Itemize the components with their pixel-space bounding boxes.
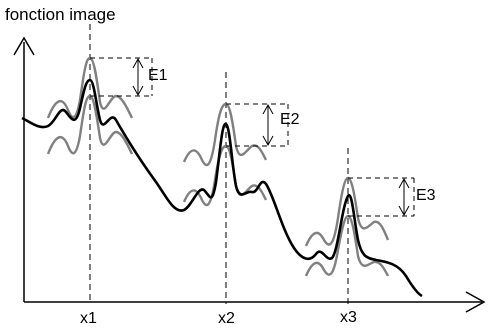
error-label-e1: E1 <box>148 67 168 84</box>
envelope-x3-lower <box>304 214 390 277</box>
e1-arrow-down <box>132 85 144 97</box>
e3-arrow-down <box>398 205 410 217</box>
error-bracket-e2 <box>226 103 289 147</box>
e2-arrow-up <box>262 103 274 115</box>
y-axis-label: fonction image <box>5 5 116 24</box>
envelope-x2-upper <box>182 102 268 167</box>
error-label-e3: E3 <box>416 187 436 204</box>
axes <box>13 36 486 313</box>
e1-arrow-up <box>132 57 144 69</box>
image-function-curve <box>21 78 423 298</box>
error-label-e2: E2 <box>280 111 300 128</box>
error-bracket-e1 <box>90 57 153 97</box>
x-axis-arrowhead <box>465 291 486 313</box>
e2-arrow-down <box>262 135 274 147</box>
marker-x3-label: x3 <box>340 309 357 326</box>
y-axis-arrowhead <box>13 36 35 56</box>
marker-x1-label: x1 <box>80 310 97 327</box>
error-bracket-e3 <box>348 177 415 217</box>
e3-arrow-up <box>398 177 410 189</box>
marker-guides <box>89 24 349 304</box>
envelope-x3-upper <box>304 176 390 247</box>
marker-x2-label: x2 <box>218 310 235 327</box>
